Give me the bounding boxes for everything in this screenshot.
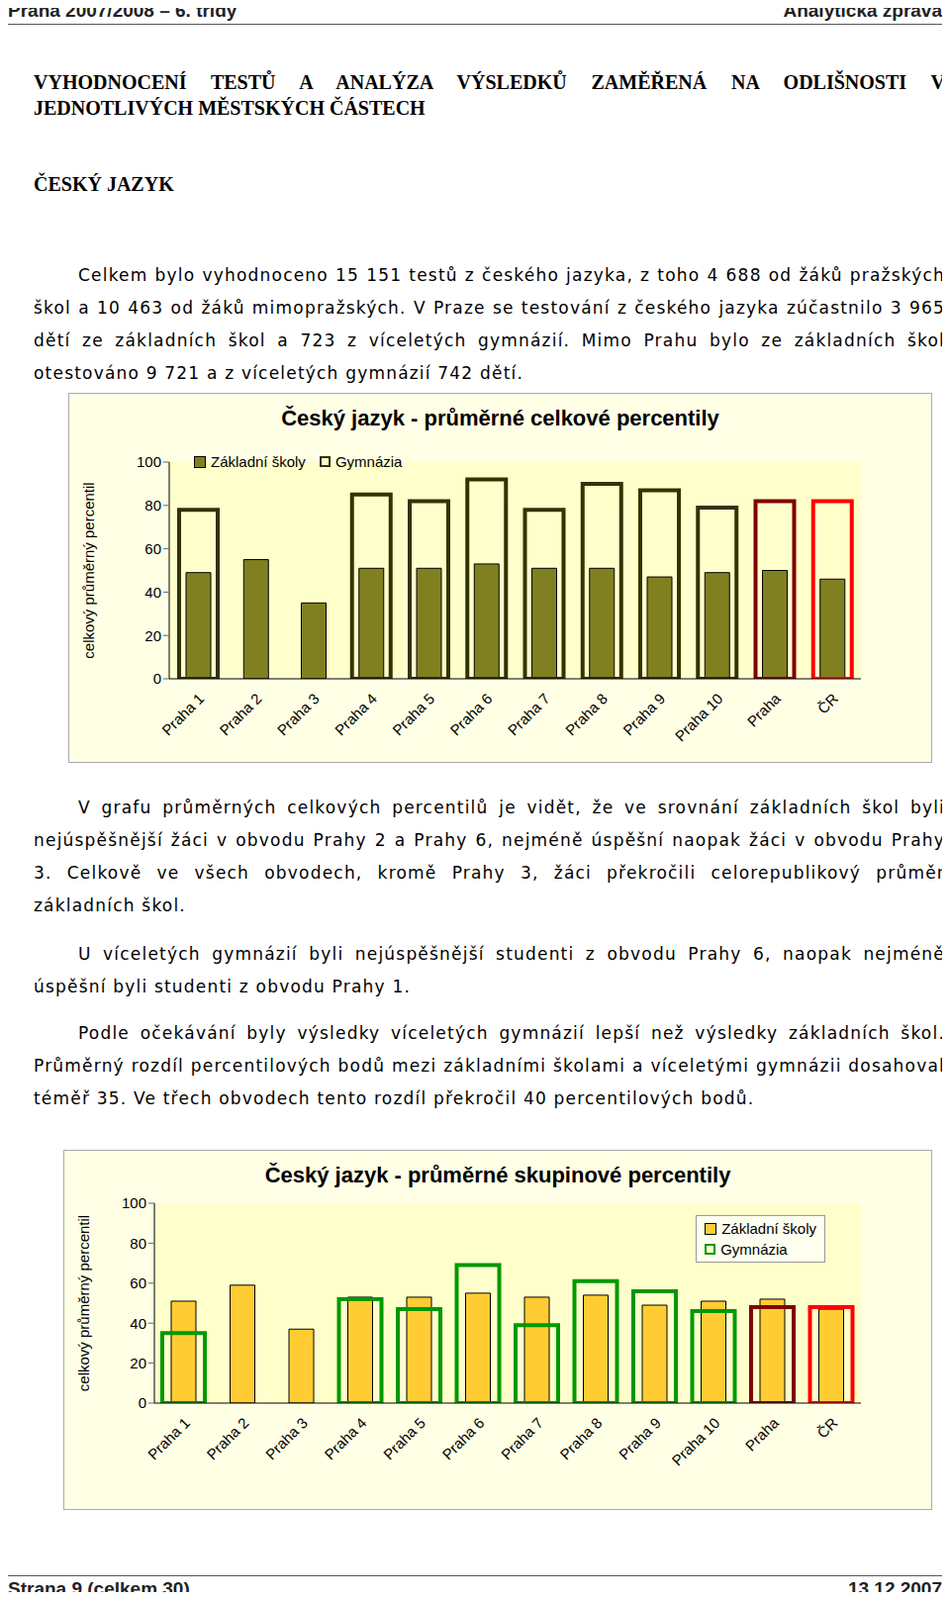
svg-text:100: 100 — [136, 453, 162, 471]
svg-text:Praha 4: Praha 4 — [331, 689, 380, 739]
svg-text:Praha 3: Praha 3 — [274, 689, 323, 739]
html-text:U víceletých gymnázií byli nej: U víceletých gymnázií byli nejúspěšnější… — [33, 944, 946, 997]
html-text:Analytická zpráva: Analytická zpráva — [783, 0, 943, 21]
html-text:Gymnázia: Gymnázia — [720, 1240, 788, 1258]
svg-text:60: 60 — [129, 1274, 147, 1292]
svg-text:Praha 5: Praha 5 — [388, 689, 438, 739]
html-text:Praha 2007/2008 – 6. třídy: Praha 2007/2008 – 6. třídy — [7, 0, 237, 21]
svg-text:Praha 2: Praha 2 — [215, 689, 265, 739]
html-text:Český jazyk - průměrné skupino: Český jazyk - průměrné skupinové percent… — [264, 1162, 731, 1188]
svg-text:Praha: Praha — [743, 689, 784, 731]
html-text:V grafu průměrných celkových p: V grafu průměrných celkových percentilů … — [33, 797, 946, 916]
html-text:ČESKÝ JAZYK: ČESKÝ JAZYK — [33, 173, 174, 195]
svg-text:Praha 2: Praha 2 — [202, 1414, 252, 1463]
svg-text:0: 0 — [138, 1394, 147, 1412]
svg-text:Praha 8: Praha 8 — [556, 1414, 605, 1463]
html-text:Český jazyk - průměrné celkové: Český jazyk - průměrné celkové percentil… — [281, 405, 720, 431]
html-text:13.12.2007: 13.12.2007 — [847, 1578, 943, 1600]
svg-text:Praha 5: Praha 5 — [380, 1414, 429, 1463]
svg-text:80: 80 — [144, 496, 162, 514]
svg-text:celkový průměrný percentil: celkový průměrný percentil — [75, 1215, 93, 1392]
html-text:Základní školy: Základní školy — [210, 453, 306, 471]
svg-text:Praha 10: Praha 10 — [670, 689, 726, 745]
svg-text:0: 0 — [153, 669, 162, 687]
svg-text:Praha: Praha — [742, 1414, 783, 1455]
html-text:Základní školy: Základní školy — [721, 1220, 817, 1237]
svg-text:ČR: ČR — [814, 689, 842, 717]
svg-text:Praha 7: Praha 7 — [497, 1414, 547, 1463]
svg-text:60: 60 — [144, 540, 162, 558]
svg-text:Praha 7: Praha 7 — [504, 689, 554, 739]
svg-text:Praha 6: Praha 6 — [438, 1414, 487, 1463]
html-text:Podle očekávání byly výsledky: Podle očekávání byly výsledky víceletých… — [33, 1023, 946, 1109]
svg-text:80: 80 — [129, 1235, 147, 1252]
html-text:Gymnázia: Gymnázia — [335, 453, 403, 471]
html-text:Celkem bylo vyhodnoceno 15 151: Celkem bylo vyhodnoceno 15 151 testů z č… — [33, 265, 946, 383]
svg-text:20: 20 — [144, 627, 162, 645]
svg-text:Praha 1: Praha 1 — [144, 1414, 193, 1463]
svg-text:40: 40 — [144, 583, 162, 601]
html-text:VYHODNOCENÍ TESTŮ A ANALÝZA VÝ: VYHODNOCENÍ TESTŮ A ANALÝZA VÝSLEDKŮ ZAM… — [33, 71, 946, 119]
svg-text:Praha 8: Praha 8 — [562, 689, 611, 739]
svg-text:Praha 9: Praha 9 — [619, 689, 668, 739]
svg-text:20: 20 — [129, 1354, 147, 1372]
html-text:Strana 9 (celkem 30): Strana 9 (celkem 30) — [7, 1578, 190, 1600]
svg-text:Praha 1: Praha 1 — [158, 689, 207, 739]
svg-text:Praha 4: Praha 4 — [320, 1414, 370, 1463]
svg-text:Praha 10: Praha 10 — [667, 1414, 723, 1469]
svg-text:celkový průměrný percentil: celkový průměrný percentil — [80, 481, 97, 659]
svg-text:Praha 6: Praha 6 — [446, 689, 495, 739]
svg-text:100: 100 — [121, 1194, 147, 1212]
svg-text:Praha 3: Praha 3 — [262, 1414, 311, 1463]
svg-text:Praha 9: Praha 9 — [615, 1414, 665, 1463]
svg-text:40: 40 — [129, 1315, 147, 1332]
svg-text:ČR: ČR — [813, 1414, 841, 1441]
